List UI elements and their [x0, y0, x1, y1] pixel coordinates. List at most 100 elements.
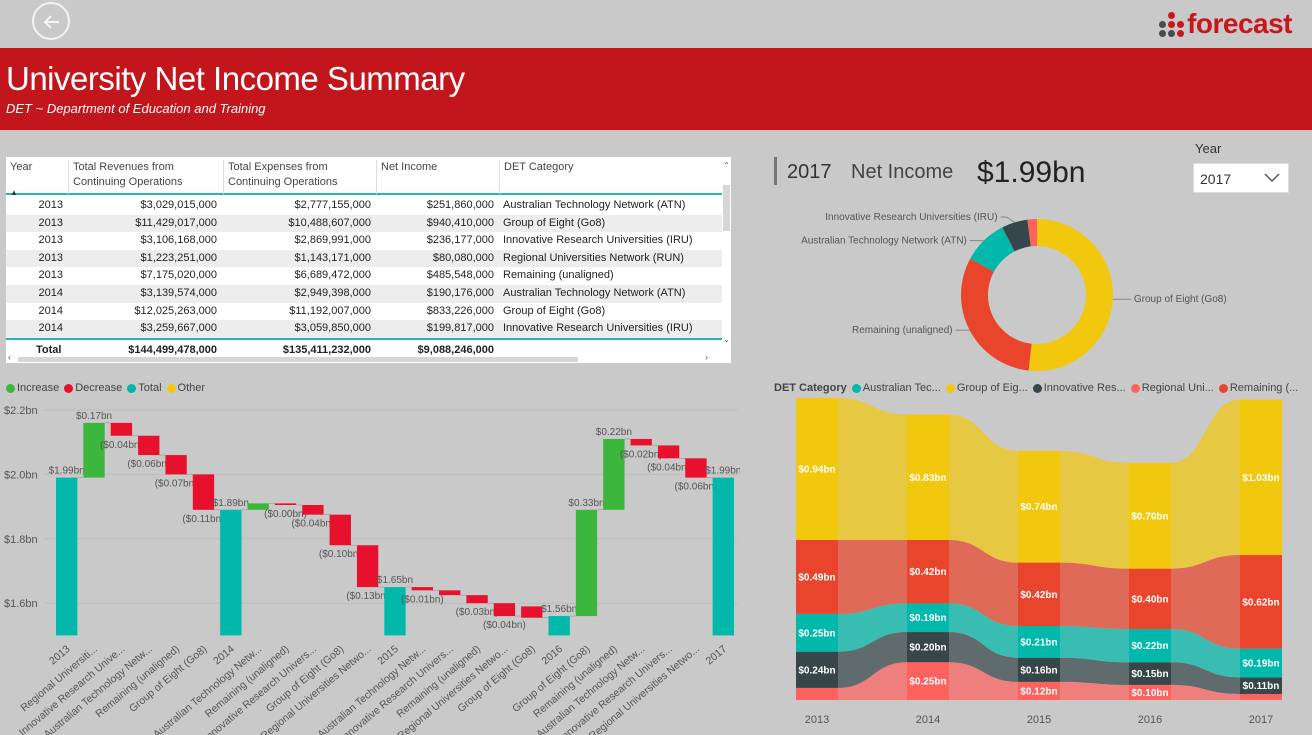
column-header-year[interactable]: Year ▲: [6, 160, 67, 197]
ribbon-band[interactable]: [1171, 662, 1240, 694]
ribbon-column-segment[interactable]: [1240, 693, 1282, 700]
ribbon-column-segment[interactable]: [796, 651, 838, 688]
waterfall-bar[interactable]: [274, 503, 297, 505]
ribbon-band[interactable]: [838, 603, 907, 652]
ribbon-band[interactable]: [949, 632, 1018, 682]
table-row[interactable]: 2014 $12,025,263,000 $11,192,007,000 $833,2…: [6, 303, 722, 321]
table-row[interactable]: 2014 $3,139,574,000 $2,949,398,000 $190,176…: [6, 284, 722, 303]
donut-slice[interactable]: [1028, 219, 1114, 371]
scroll-down-icon[interactable]: ⌄: [723, 335, 730, 344]
legend-item[interactable]: Other: [166, 382, 205, 394]
donut-slice[interactable]: [1027, 219, 1037, 247]
waterfall-bar[interactable]: [192, 474, 215, 510]
ribbon-column-segment[interactable]: [1240, 648, 1282, 678]
ribbon-band[interactable]: [838, 662, 907, 700]
waterfall-bar[interactable]: [356, 545, 379, 588]
ribbon-band[interactable]: [838, 398, 907, 540]
donut-slice[interactable]: [961, 258, 1032, 371]
waterfall-bar[interactable]: [712, 477, 734, 636]
waterfall-bar[interactable]: [56, 477, 78, 636]
waterfall-bar[interactable]: [575, 509, 598, 617]
column-header-det-category[interactable]: DET Category: [499, 160, 721, 194]
column-header-expenses[interactable]: Total Expenses from Continuing Operation…: [223, 160, 375, 194]
legend-item[interactable]: Total: [127, 382, 162, 394]
ribbon-column-segment[interactable]: [796, 613, 838, 652]
ribbon-column-segment[interactable]: [1240, 677, 1282, 694]
column-header-net-income[interactable]: Net Income: [376, 160, 498, 194]
ribbon-column-segment[interactable]: [1129, 462, 1171, 569]
waterfall-bar[interactable]: [329, 514, 351, 546]
scroll-up-icon[interactable]: ⌃: [723, 161, 730, 170]
ribbon-column-segment[interactable]: [907, 414, 949, 540]
donut-slice[interactable]: [970, 227, 1015, 272]
scroll-thumb[interactable]: [723, 185, 730, 231]
ribbon-column-segment[interactable]: [1240, 555, 1282, 649]
legend-item[interactable]: Decrease: [64, 382, 122, 394]
waterfall-bar[interactable]: [630, 438, 652, 446]
ribbon-column-segment[interactable]: [1018, 626, 1060, 658]
waterfall-bar[interactable]: [247, 503, 269, 510]
waterfall-bar[interactable]: [138, 435, 160, 456]
ribbon-column-segment[interactable]: [907, 662, 949, 700]
ribbon-column-segment[interactable]: [907, 632, 949, 663]
waterfall-bar[interactable]: [220, 509, 242, 636]
ribbon-band[interactable]: [949, 662, 1018, 700]
waterfall-bar[interactable]: [411, 587, 434, 591]
ribbon-band[interactable]: [949, 414, 1018, 563]
ribbon-band[interactable]: [1060, 626, 1129, 663]
ribbon-band[interactable]: [1060, 450, 1129, 569]
table-row[interactable]: 2013 $3,029,015,000 $2,777,155,000 $251,860…: [6, 197, 722, 215]
legend-item[interactable]: Regional Uni...: [1130, 382, 1214, 394]
ribbon-column-segment[interactable]: [1018, 657, 1060, 682]
column-header-revenues[interactable]: Total Revenues from Continuing Operation…: [68, 160, 222, 194]
legend-item[interactable]: Remaining (...: [1218, 382, 1298, 394]
ribbon-column-segment[interactable]: [1129, 568, 1171, 630]
ribbon-column-segment[interactable]: [1129, 684, 1171, 700]
ribbon-column-segment[interactable]: [796, 687, 838, 700]
waterfall-bar[interactable]: [439, 590, 461, 596]
ribbon-band[interactable]: [1171, 555, 1240, 649]
legend-item[interactable]: Group of Eig...: [945, 382, 1028, 394]
table-row[interactable]: 2013 $3,106,168,000 $2,869,991,000 $236,177…: [6, 232, 722, 250]
ribbon-band[interactable]: [1171, 684, 1240, 700]
ribbon-band[interactable]: [949, 539, 1018, 627]
ribbon-column-segment[interactable]: [907, 603, 949, 633]
waterfall-bar[interactable]: [548, 616, 570, 636]
waterfall-bar[interactable]: [302, 504, 324, 515]
ribbon-band[interactable]: [1060, 681, 1129, 700]
ribbon-column-segment[interactable]: [1129, 629, 1171, 663]
waterfall-bar[interactable]: [493, 603, 516, 617]
waterfall-bar[interactable]: [384, 587, 406, 636]
ribbon-column-segment[interactable]: [907, 539, 949, 604]
waterfall-bar[interactable]: [603, 438, 625, 510]
ribbon-column-segment[interactable]: [1018, 450, 1060, 563]
waterfall-bar[interactable]: [165, 455, 187, 475]
waterfall-bar[interactable]: [110, 422, 133, 436]
ribbon-column-segment[interactable]: [796, 398, 838, 540]
ribbon-band[interactable]: [1171, 399, 1240, 569]
ribbon-column-segment[interactable]: [1129, 662, 1171, 685]
table-row[interactable]: 2013 $11,429,017,000 $10,488,607,000 $940,4…: [6, 214, 722, 233]
waterfall-bar[interactable]: [685, 458, 707, 478]
scroll-thumb-horizontal[interactable]: [18, 357, 578, 362]
scroll-left-icon[interactable]: ‹: [8, 352, 11, 362]
ribbon-column-segment[interactable]: [1018, 562, 1060, 627]
donut-slice[interactable]: [1002, 219, 1031, 252]
ribbon-band[interactable]: [949, 603, 1018, 658]
table-row[interactable]: 2014 $3,259,667,000 $3,059,850,000 $199,817…: [6, 320, 722, 338]
table-vertical-scrollbar[interactable]: ⌃ ⌄: [722, 157, 731, 347]
ribbon-band[interactable]: [1171, 629, 1240, 678]
table-horizontal-scrollbar[interactable]: ‹ ›: [6, 352, 722, 363]
waterfall-bar[interactable]: [657, 445, 680, 459]
ribbon-band[interactable]: [1060, 657, 1129, 685]
legend-item[interactable]: Increase: [6, 382, 59, 394]
ribbon-band[interactable]: [838, 632, 907, 688]
ribbon-column-segment[interactable]: [1240, 399, 1282, 556]
table-row[interactable]: 2013 $7,175,020,000 $6,689,472,000 $485,548…: [6, 267, 722, 285]
waterfall-bar[interactable]: [521, 606, 543, 618]
legend-item[interactable]: Innovative Res...: [1032, 382, 1126, 394]
ribbon-column-segment[interactable]: [796, 539, 838, 614]
back-button[interactable]: [32, 2, 70, 40]
year-dropdown[interactable]: 2017: [1193, 163, 1289, 193]
ribbon-column-segment[interactable]: [1018, 681, 1060, 700]
